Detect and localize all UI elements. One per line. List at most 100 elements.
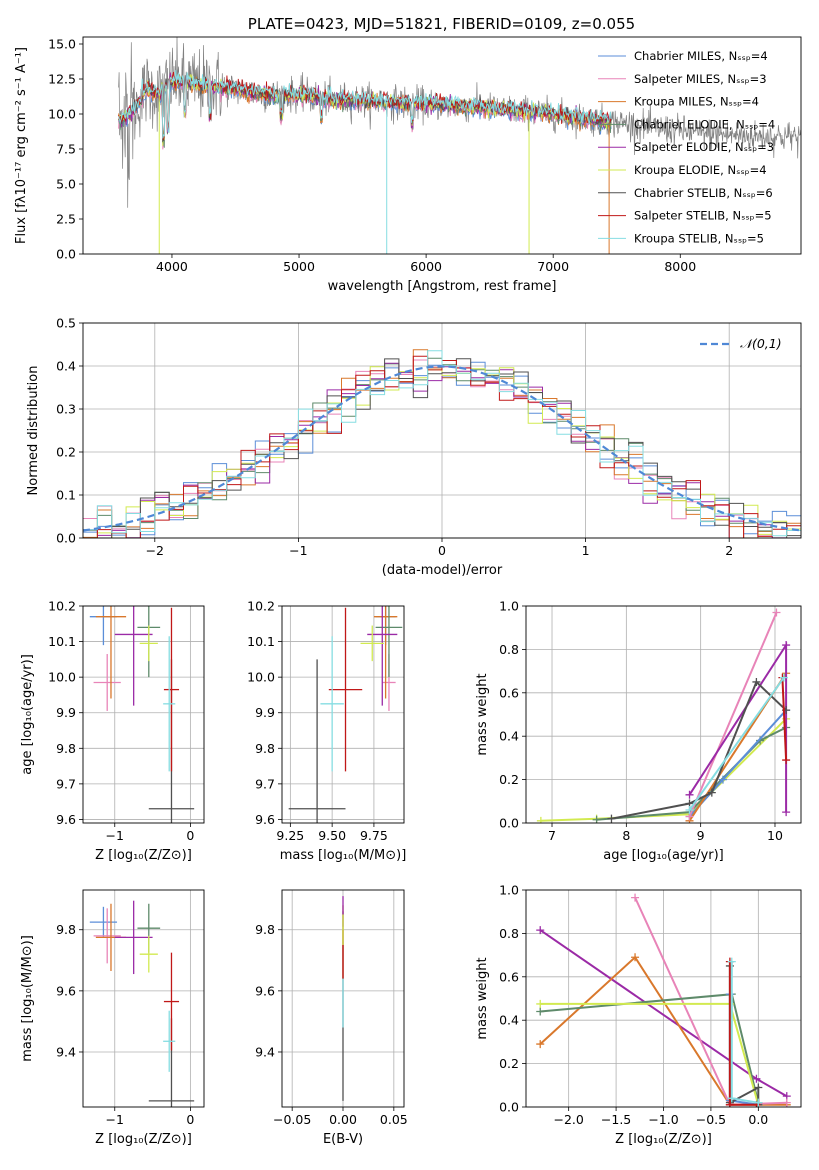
- y-tick-label: 9.9: [56, 705, 76, 720]
- y-tick-label: 0.4: [56, 359, 76, 374]
- axes-frame: [525, 889, 802, 1108]
- age-vs-metallicity-panel: −1 0 9.6 9.7 9.8 9.9 10.0 10.1 10.2 Z [log₁₀(Z/Z⊙…: [20, 599, 205, 863]
- spectrum-panel: 4000 5000 6000 7000 8000 0.0 2.5 5.0 7.5 10.0 12.5…: [14, 37, 802, 294]
- x-tick-label: −1: [106, 1112, 124, 1127]
- y-tick-label: 0.1: [56, 488, 76, 503]
- age-vs-mass-panel: 9.25 9.50 9.75 9.6 9.7 9.8 9.9 10.0 10.1 10.2 mass…: [247, 599, 406, 864]
- y-tick-label: 9.9: [255, 705, 275, 720]
- x-tick-label: 0: [186, 1112, 194, 1127]
- y-tick-label: 9.6: [56, 812, 76, 827]
- series-line-kroupa_stelib: [688, 677, 785, 811]
- series-marker-chabrier_stelib: [707, 788, 716, 797]
- y-axis-label: mass weight: [475, 673, 490, 755]
- normal-reference-curve: [83, 365, 801, 532]
- series-marker-chabrier_stelib: [754, 1083, 763, 1092]
- x-tick-label: 0.00: [329, 1112, 357, 1127]
- y-tick-label: 1.0: [499, 883, 519, 898]
- y-axis-label: age [log₁₀(age/yr)]: [20, 654, 35, 775]
- legend-label: Salpeter ELODIE, Nₛₛₚ=3: [634, 140, 774, 154]
- x-tick-label: 9.50: [318, 828, 346, 843]
- y-tick-label: 0.8: [499, 642, 519, 657]
- y-tick-label: 10.1: [48, 634, 76, 649]
- series-marker-chabrier_elodie: [536, 1007, 545, 1016]
- model-spectrum-kroupa_stelib: [118, 69, 612, 139]
- legend-label: Chabrier MILES, Nₛₛₚ=4: [634, 49, 768, 63]
- plot-area: [89, 900, 195, 1107]
- x-tick-label: 9: [697, 828, 705, 843]
- x-tick-label: −1.5: [601, 1112, 631, 1127]
- series-marker-salpeter_stelib: [782, 756, 791, 765]
- legend-label: Chabrier STELIB, Nₛₛₚ=6: [634, 186, 773, 200]
- y-tick-label: 9.6: [56, 983, 76, 998]
- series-marker-kroupa_stelib: [685, 805, 694, 814]
- x-tick-label: −0.05: [273, 1112, 311, 1127]
- series-marker-kroupa_stelib: [727, 957, 736, 966]
- plot-area: [288, 606, 403, 823]
- x-axis-label: E(B-V): [323, 1132, 363, 1147]
- x-tick-label: −1: [106, 828, 124, 843]
- y-tick-label: 0.0: [499, 816, 519, 831]
- y-tick-label: 0.0: [499, 1100, 519, 1115]
- axes-frame: [281, 605, 405, 824]
- y-axis-label: Normed distribution: [26, 366, 41, 496]
- y-tick-label: 9.8: [255, 741, 275, 756]
- series-line-kroupa_stelib: [730, 961, 759, 1104]
- plot-area: [536, 608, 791, 823]
- x-tick-label: 9.75: [360, 828, 388, 843]
- histogram-kroupa_stelib: [83, 350, 801, 537]
- y-tick-label: 2.5: [56, 212, 76, 227]
- legend-label: Kroupa MILES, Nₛₛₚ=4: [634, 95, 759, 109]
- x-axis-label: age [log₁₀(age/yr)]: [603, 848, 724, 863]
- y-tick-label: 12.5: [48, 72, 76, 87]
- x-tick-label: 0.05: [380, 1112, 408, 1127]
- y-tick-label: 0.6: [499, 685, 519, 700]
- plot-area: [89, 606, 195, 823]
- massweight-vs-age-panel: 7 8 9 10 0.0 0.2 0.4 0.6 0.8 1.0 age [log₁₀(age/yr…: [475, 599, 802, 863]
- figure-title: PLATE=0423, MJD=51821, FIBERID=0109, z=0…: [248, 15, 635, 33]
- y-tick-label: 9.6: [255, 812, 275, 827]
- series-line-salpeter_stelib: [781, 677, 788, 761]
- x-tick-label: 0: [186, 828, 194, 843]
- mass-vs-metallicity-panel: −1 0 9.4 9.6 9.8 Z [log₁₀(Z/Z⊙)] mass [log₁₀(M…: [20, 889, 205, 1147]
- y-axis-label: mass weight: [475, 957, 490, 1039]
- x-tick-label: −1: [289, 543, 307, 558]
- y-tick-label: 0.4: [499, 729, 519, 744]
- residual-histogram-panel: −2 −1 0 1 2 0.0 0.1 0.2 0.3 0.4 0.5 (data-model)/er…: [26, 316, 802, 578]
- y-tick-label: 1.0: [499, 599, 519, 614]
- y-tick-label: 0.3: [56, 402, 76, 417]
- legend-label: Salpeter MILES, Nₛₛₚ=3: [634, 72, 767, 86]
- x-axis-label: Z [log₁₀(Z/Z⊙)]: [615, 1132, 712, 1147]
- series-marker-chabrier_stelib: [752, 677, 761, 686]
- y-tick-label: 0.2: [56, 445, 76, 460]
- y-tick-label: 10.0: [48, 107, 76, 122]
- y-axis-label: Flux [fλ10⁻¹⁷ erg cm⁻² s⁻¹ A⁻¹]: [14, 47, 29, 244]
- x-tick-label: 7: [548, 828, 556, 843]
- ebv-panel: −0.05 0.00 0.05 9.4 9.6 9.8 E(B-V): [255, 889, 408, 1147]
- massweight-vs-metallicity-panel: −2.0 −1.5 −1.0 −0.5 0.0 0.0 0.2 0.4 0.6 0.8 1.0 Z […: [475, 883, 802, 1147]
- x-tick-label: −0.5: [696, 1112, 726, 1127]
- x-axis-label: Z [log₁₀(Z/Z⊙)]: [95, 848, 192, 863]
- y-tick-label: 0.8: [499, 926, 519, 941]
- y-axis-label: mass [log₁₀(M/M⊙)]: [20, 935, 35, 1062]
- series-line-kroupa_elodie: [540, 1002, 760, 1106]
- y-tick-label: 10.2: [247, 599, 275, 614]
- series-line-kroupa_elodie: [540, 718, 787, 822]
- series-marker-salpeter_stelib: [725, 1100, 734, 1107]
- y-tick-label: 0.2: [499, 1056, 519, 1071]
- x-tick-label: 8000: [664, 259, 696, 274]
- x-axis-label: (data-model)/error: [382, 563, 503, 578]
- y-tick-label: 7.5: [56, 142, 76, 157]
- y-tick-label: 9.7: [255, 776, 275, 791]
- series-marker-salpeter_miles: [631, 893, 640, 902]
- plot-area: [118, 37, 801, 254]
- y-tick-label: 10.1: [247, 634, 275, 649]
- series-marker-salpeter_elodie: [685, 790, 694, 799]
- plot-area: [536, 893, 791, 1107]
- y-tick-label: 9.6: [255, 983, 275, 998]
- series-marker-kroupa_miles: [536, 1040, 545, 1049]
- y-tick-label: 0.4: [499, 1013, 519, 1028]
- plot-area: [83, 349, 801, 538]
- legend-label: 𝒩(0,1): [740, 336, 782, 351]
- x-tick-label: 4000: [156, 259, 188, 274]
